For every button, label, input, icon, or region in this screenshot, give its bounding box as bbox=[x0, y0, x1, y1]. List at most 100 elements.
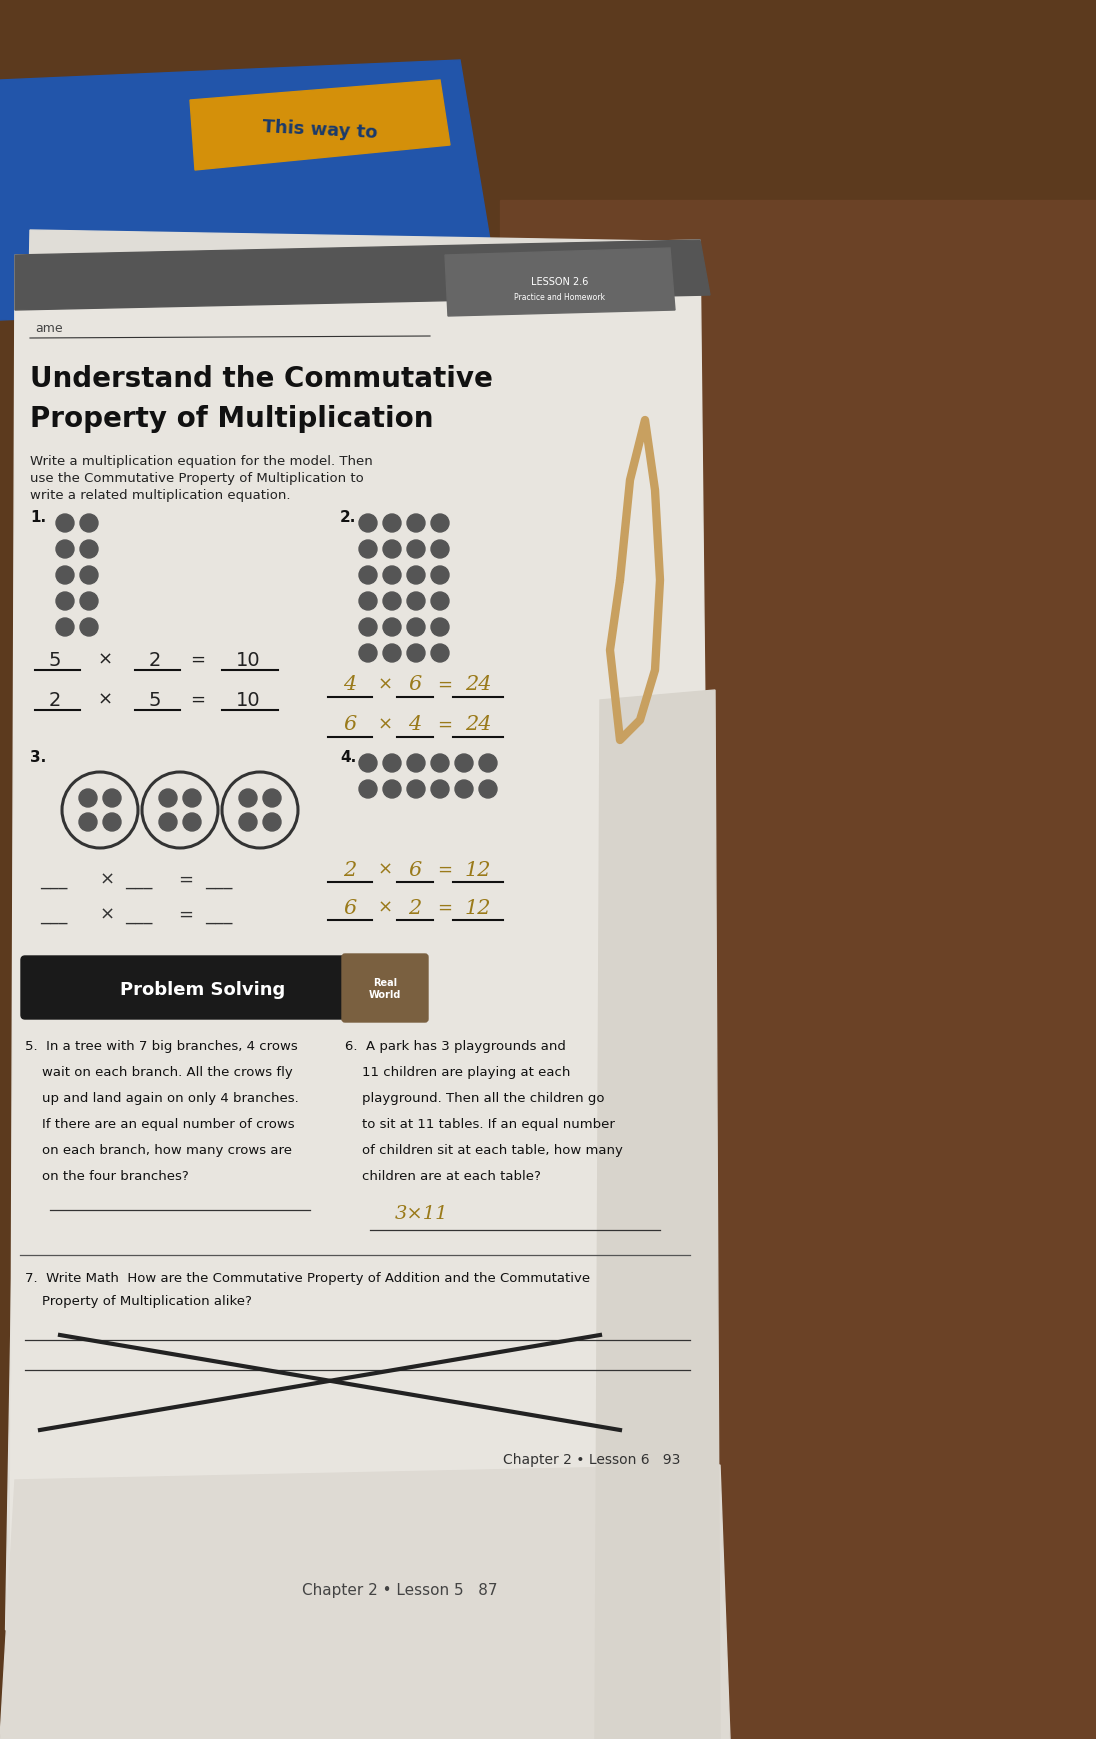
Circle shape bbox=[359, 565, 377, 584]
Circle shape bbox=[383, 591, 401, 610]
Text: wait on each branch. All the crows fly: wait on each branch. All the crows fly bbox=[25, 1066, 293, 1078]
Text: write a related multiplication equation.: write a related multiplication equation. bbox=[30, 489, 290, 503]
Circle shape bbox=[407, 755, 425, 772]
Text: ×: × bbox=[377, 676, 392, 694]
Circle shape bbox=[183, 814, 201, 831]
Text: 2.: 2. bbox=[340, 510, 356, 525]
Circle shape bbox=[79, 790, 98, 807]
Circle shape bbox=[359, 515, 377, 532]
Circle shape bbox=[383, 643, 401, 663]
Text: 2: 2 bbox=[409, 899, 422, 918]
Circle shape bbox=[431, 565, 449, 584]
Text: 5: 5 bbox=[149, 690, 161, 710]
Text: of children sit at each table, how many: of children sit at each table, how many bbox=[345, 1144, 623, 1156]
Text: =: = bbox=[437, 899, 453, 916]
Text: use the Commutative Property of Multiplication to: use the Commutative Property of Multipli… bbox=[30, 471, 364, 485]
Circle shape bbox=[359, 617, 377, 636]
Text: 11 children are playing at each: 11 children are playing at each bbox=[345, 1066, 570, 1078]
Text: 4.: 4. bbox=[340, 750, 356, 765]
Circle shape bbox=[239, 814, 256, 831]
Circle shape bbox=[431, 541, 449, 558]
Circle shape bbox=[56, 565, 75, 584]
Circle shape bbox=[103, 790, 121, 807]
Polygon shape bbox=[15, 240, 710, 310]
Circle shape bbox=[359, 643, 377, 663]
Circle shape bbox=[383, 617, 401, 636]
Circle shape bbox=[80, 541, 98, 558]
Circle shape bbox=[407, 515, 425, 532]
Text: 1.: 1. bbox=[30, 510, 46, 525]
Text: =: = bbox=[437, 676, 453, 694]
Circle shape bbox=[359, 541, 377, 558]
Text: ___: ___ bbox=[39, 906, 67, 923]
Text: Practice and Homework: Practice and Homework bbox=[514, 292, 605, 301]
Text: ×: × bbox=[98, 690, 113, 710]
Text: ×: × bbox=[98, 650, 113, 670]
Text: =: = bbox=[178, 871, 193, 889]
Circle shape bbox=[407, 591, 425, 610]
Text: playground. Then all the children go: playground. Then all the children go bbox=[345, 1092, 605, 1104]
Text: This way to: This way to bbox=[262, 118, 378, 143]
Text: children are at each table?: children are at each table? bbox=[345, 1170, 540, 1183]
Circle shape bbox=[431, 515, 449, 532]
Circle shape bbox=[80, 591, 98, 610]
Text: 6.  A park has 3 playgrounds and: 6. A park has 3 playgrounds and bbox=[345, 1040, 566, 1054]
Circle shape bbox=[359, 591, 377, 610]
Circle shape bbox=[359, 755, 377, 772]
Circle shape bbox=[407, 565, 425, 584]
Text: 10: 10 bbox=[236, 650, 261, 670]
Text: 6: 6 bbox=[343, 715, 356, 734]
Circle shape bbox=[80, 617, 98, 636]
Circle shape bbox=[455, 781, 473, 798]
Text: 6: 6 bbox=[343, 899, 356, 918]
Circle shape bbox=[56, 617, 75, 636]
Text: 3×11: 3×11 bbox=[395, 1205, 448, 1223]
Circle shape bbox=[56, 515, 75, 532]
Text: =: = bbox=[178, 906, 193, 923]
Circle shape bbox=[431, 755, 449, 772]
Circle shape bbox=[56, 591, 75, 610]
Circle shape bbox=[407, 617, 425, 636]
Bar bbox=[500, 200, 1096, 1739]
FancyBboxPatch shape bbox=[342, 955, 429, 1023]
Circle shape bbox=[431, 643, 449, 663]
Text: 24: 24 bbox=[465, 715, 491, 734]
Circle shape bbox=[407, 781, 425, 798]
Circle shape bbox=[80, 565, 98, 584]
Circle shape bbox=[159, 814, 176, 831]
Text: 2: 2 bbox=[49, 690, 61, 710]
Text: =: = bbox=[437, 861, 453, 878]
Text: =: = bbox=[191, 650, 206, 670]
Circle shape bbox=[383, 565, 401, 584]
Circle shape bbox=[407, 541, 425, 558]
Text: Understand the Commutative: Understand the Commutative bbox=[30, 365, 493, 393]
Text: ___: ___ bbox=[205, 871, 232, 889]
Circle shape bbox=[183, 790, 201, 807]
Text: 24: 24 bbox=[465, 675, 491, 694]
Polygon shape bbox=[190, 80, 450, 170]
Text: ×: × bbox=[377, 716, 392, 734]
Circle shape bbox=[263, 790, 281, 807]
Circle shape bbox=[479, 781, 496, 798]
Text: 6: 6 bbox=[409, 861, 422, 880]
Text: Chapter 2 • Lesson 5   87: Chapter 2 • Lesson 5 87 bbox=[302, 1582, 498, 1598]
Text: ×: × bbox=[377, 899, 392, 916]
Circle shape bbox=[56, 541, 75, 558]
Circle shape bbox=[159, 790, 176, 807]
Text: 4: 4 bbox=[343, 675, 356, 694]
Polygon shape bbox=[10, 240, 715, 1669]
Circle shape bbox=[383, 781, 401, 798]
Circle shape bbox=[79, 814, 98, 831]
Text: ___: ___ bbox=[205, 906, 232, 923]
Text: Write a multiplication equation for the model. Then: Write a multiplication equation for the … bbox=[30, 456, 373, 468]
Text: 5.  In a tree with 7 big branches, 4 crows: 5. In a tree with 7 big branches, 4 crow… bbox=[25, 1040, 298, 1054]
Text: ___: ___ bbox=[39, 871, 67, 889]
Polygon shape bbox=[0, 1464, 730, 1739]
Text: Property of Multiplication: Property of Multiplication bbox=[30, 405, 434, 433]
Text: 12: 12 bbox=[465, 861, 491, 880]
Text: Property of Multiplication alike?: Property of Multiplication alike? bbox=[25, 1296, 252, 1308]
Circle shape bbox=[431, 781, 449, 798]
Text: Problem Solving: Problem Solving bbox=[119, 981, 285, 998]
Polygon shape bbox=[0, 61, 500, 320]
Circle shape bbox=[455, 755, 473, 772]
